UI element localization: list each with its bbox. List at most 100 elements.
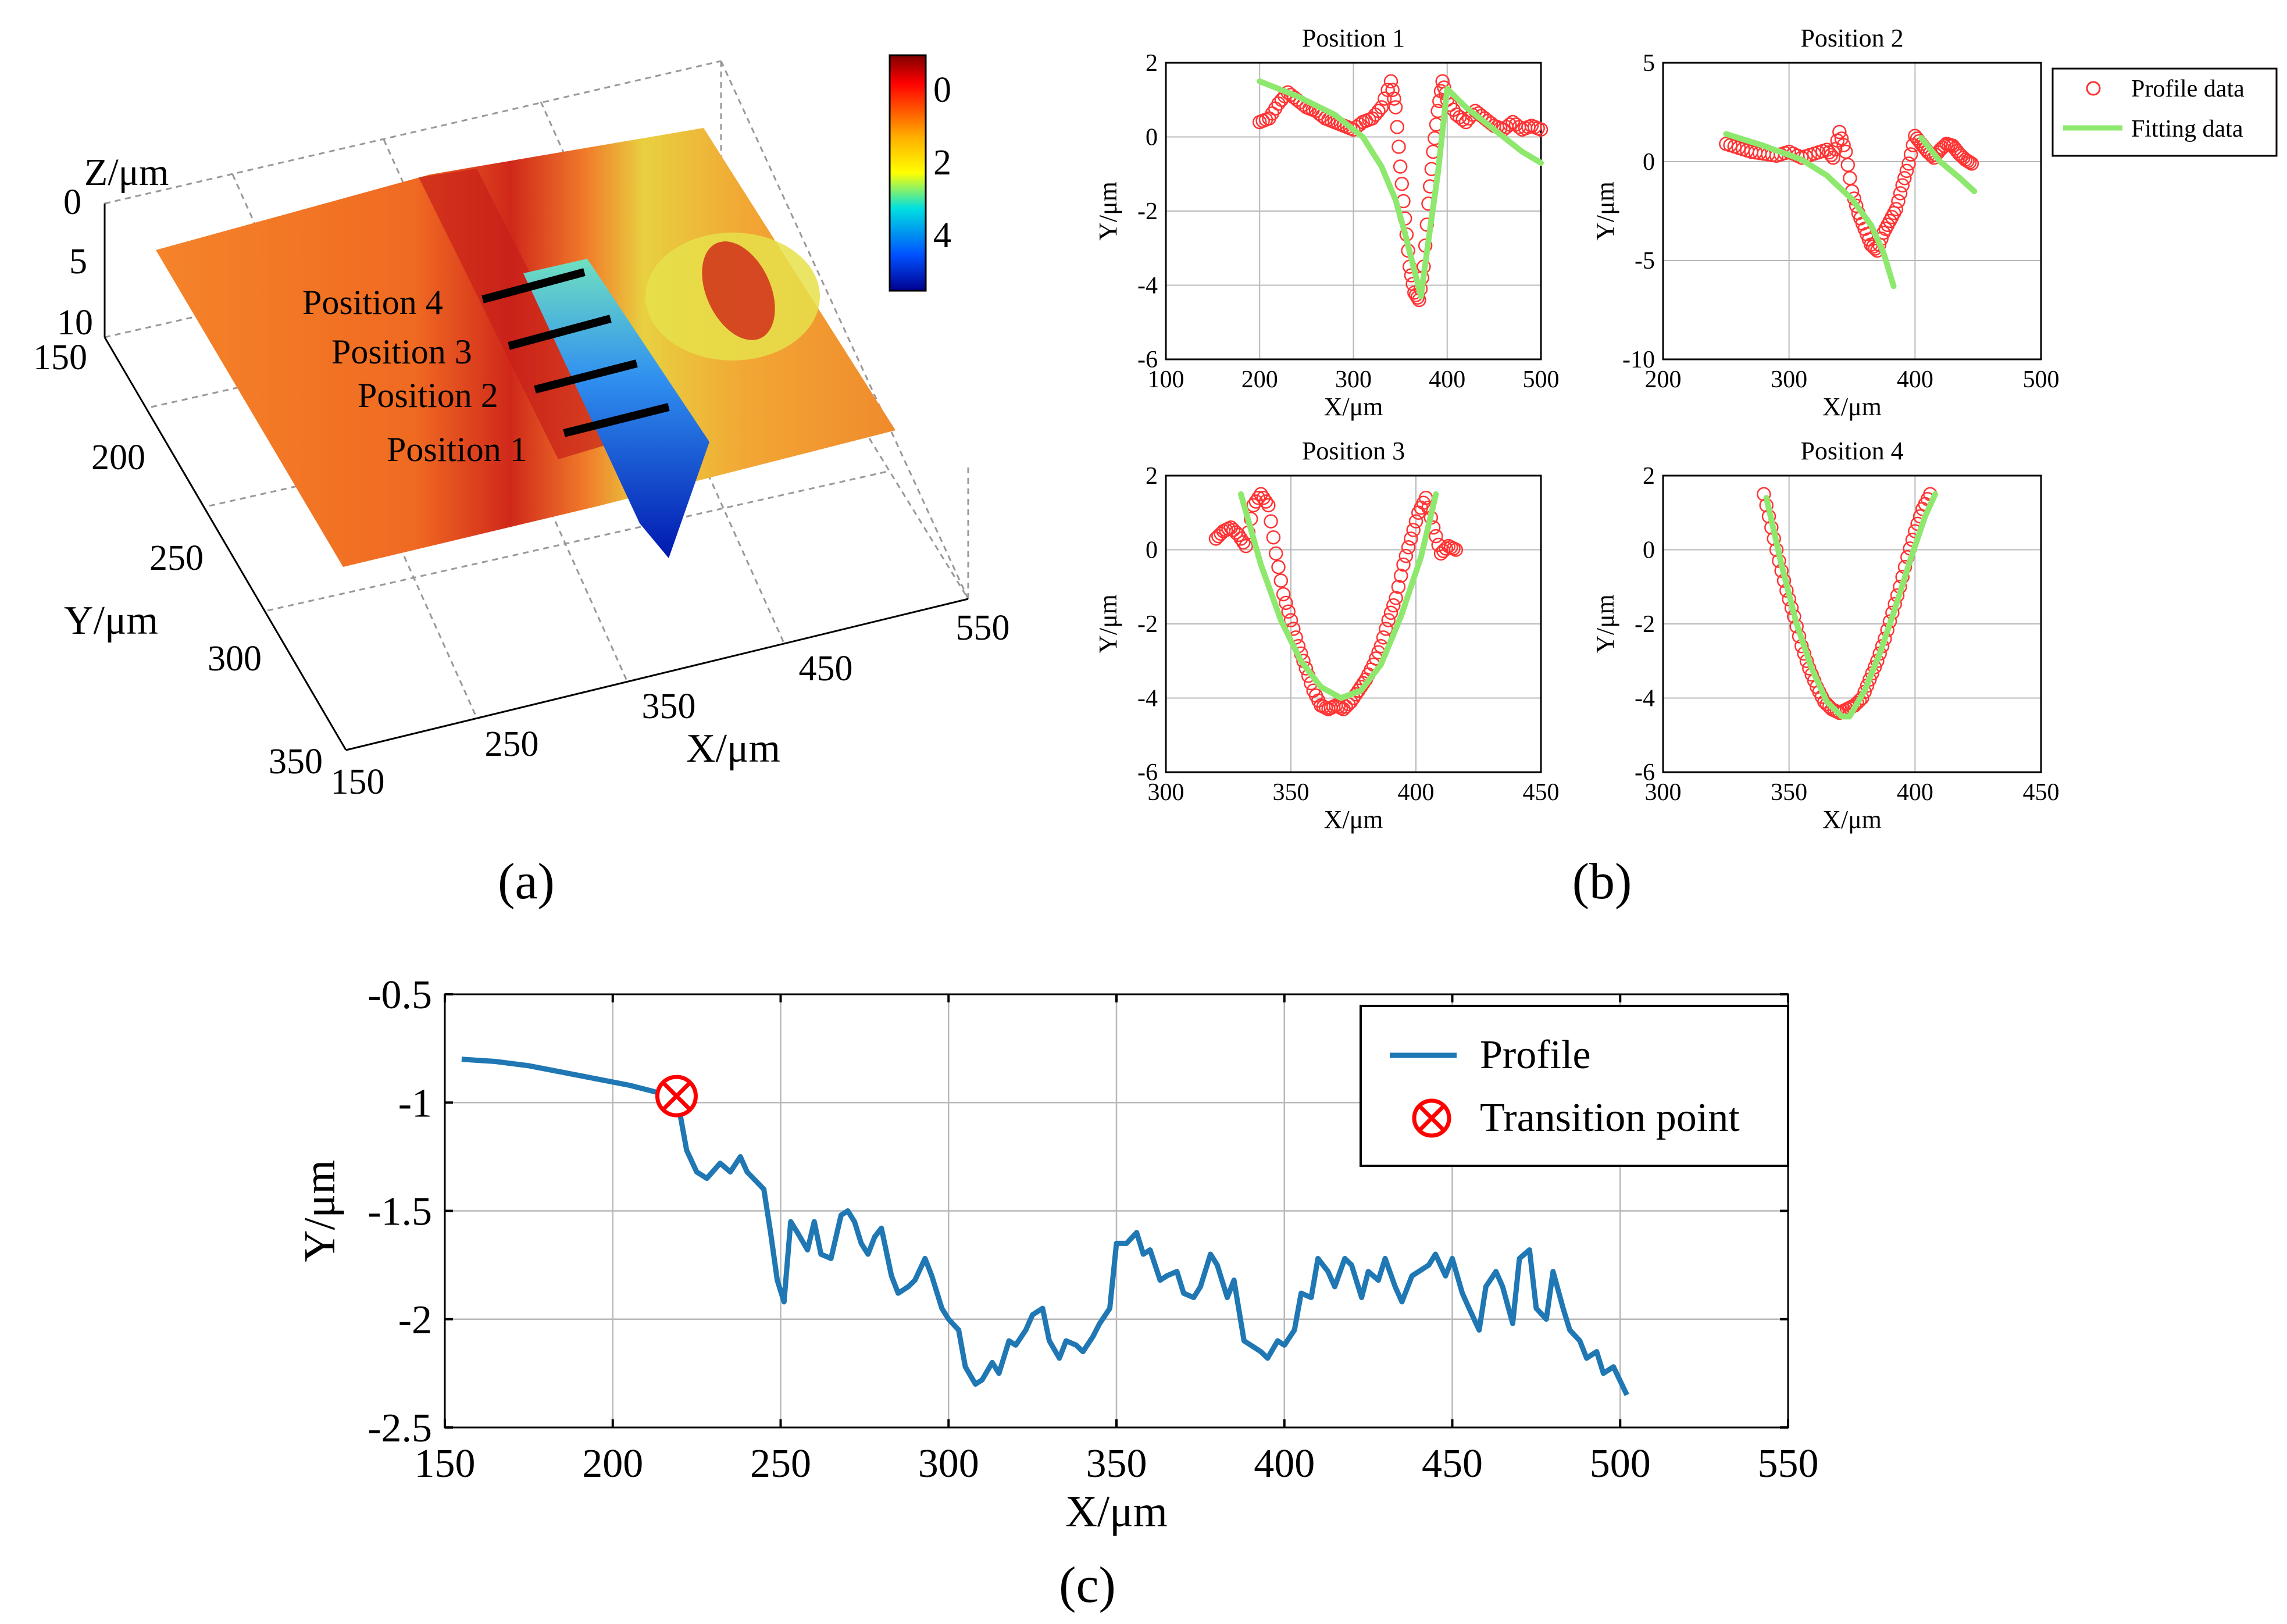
x-tick-label: 350 (1086, 1441, 1147, 1486)
profile-data-point (1891, 194, 1906, 209)
profile-data-point (1254, 487, 1268, 502)
position-line-4 (481, 268, 586, 304)
profile-data-point (1840, 158, 1856, 172)
profile-data-point (1271, 560, 1286, 574)
profile-data-point (1386, 598, 1401, 613)
profile-data-point (1226, 523, 1241, 537)
y-tick-label: -0.5 (368, 973, 432, 1018)
profile-data-point (1401, 540, 1416, 555)
profile-data-point (1256, 491, 1271, 505)
x-tick-label: 500 (2023, 366, 2060, 393)
profile-data-point (1279, 595, 1293, 611)
x-tick-550: 550 (956, 608, 1010, 648)
y-tick-label: -2.5 (368, 1406, 432, 1451)
y-axis-label: Y/μm (1094, 594, 1122, 654)
x-tick-label: 300 (1771, 366, 1807, 393)
y-tick-label: 2 (1146, 50, 1158, 77)
y-tick-label: 2 (1146, 463, 1158, 490)
plot-frame (1165, 474, 1542, 773)
y-tick-label: 0 (1146, 537, 1158, 564)
profile-data-point (1448, 542, 1464, 557)
plot-frame (1662, 62, 2042, 361)
profile-data-point (1239, 538, 1253, 554)
y-tick-label: -2 (1635, 611, 1655, 638)
plot-position-4: 300 350 400 450 2 0 -2 -4 -6 Position 4 X/μm Y/μm (1591, 437, 2060, 834)
plot-title: Position 1 (1302, 24, 1405, 52)
profile-data-point (1398, 548, 1414, 563)
profile-data-point (1393, 568, 1408, 583)
profile-data-point (1261, 498, 1276, 513)
surface-ridge (419, 169, 616, 459)
y-axis-label: Y/μm (1591, 594, 1619, 654)
z-tick-10: 10 (57, 303, 93, 342)
x-axis-label: X/μm (1324, 805, 1383, 834)
plot-title: Position 2 (1800, 24, 1903, 52)
x-tick-label: 500 (1523, 366, 1560, 393)
x-tick-label: 350 (1273, 779, 1310, 806)
profile-data-point (1391, 580, 1406, 594)
legend-c-transition-label: Transition point (1480, 1095, 1740, 1140)
panel-a-surface-3d: Position 4 Position 3 Position 2 Positio… (33, 54, 1010, 910)
y-tick-label: -4 (1137, 686, 1158, 712)
position-lines (481, 268, 670, 437)
profile-data-point (1392, 140, 1406, 154)
profile-data-point (1379, 622, 1393, 636)
plot-frame (1662, 474, 2042, 773)
surface-dark-spot (702, 241, 775, 340)
plot-position-2: 200 300 400 500 5 0 -5 -10 Position 2 X/μm Y/μm (1591, 24, 2060, 421)
profile-data-point (1903, 147, 1918, 162)
transition-point-marker (655, 1075, 698, 1118)
position-3-label: Position 3 (331, 333, 472, 371)
x-tick-label: 150 (415, 1441, 476, 1486)
plot-position-3: 300 350 400 450 2 0 -2 -4 -6 Position 3 X/μm Y/μm (1094, 437, 1560, 834)
profile-data-point (1960, 154, 1975, 169)
x-tick-label: 200 (1645, 366, 1682, 393)
profile-data-point (1406, 523, 1421, 537)
profile-data-point (1533, 122, 1549, 137)
profile-data-point (1893, 186, 1908, 201)
y-tick-label: -1.5 (368, 1190, 432, 1234)
colorbar-tick-4: 4 (933, 216, 951, 255)
y-tick-200: 200 (91, 438, 145, 477)
x-tick-label: 550 (1758, 1441, 1819, 1486)
x-tick-label: 200 (582, 1441, 643, 1486)
x-tick-label: 300 (918, 1441, 979, 1486)
profile-data-point (1834, 131, 1849, 146)
profile-data-point (1850, 695, 1864, 711)
transition-point-cross (662, 1082, 691, 1111)
x-tick-label: 500 (1590, 1441, 1651, 1486)
y-tick-350: 350 (269, 742, 323, 781)
x-tick-150: 150 (331, 762, 385, 802)
y-tick-label: -2 (1137, 198, 1158, 225)
profile-data-point (1339, 699, 1353, 714)
legend-b: Profile data Fitting data (2051, 67, 2278, 157)
x-tick-label: 200 (1241, 366, 1278, 393)
profile-data-point (1429, 529, 1443, 544)
profile-data-point (1393, 159, 1408, 174)
legend-c-transition-x2 (1419, 1105, 1444, 1131)
profile-data-point (1899, 163, 1914, 179)
y-tick-250: 250 (149, 538, 204, 578)
y-tick-label: -2 (398, 1298, 432, 1343)
panel-label-c: (c) (1059, 1557, 1116, 1614)
profile-data-point (1266, 530, 1281, 545)
profile-data-point (1390, 120, 1404, 134)
y-tick-label: 0 (1643, 149, 1655, 176)
colorbar-tick-2: 2 (933, 143, 951, 183)
z-axis-label: Z/μm (84, 151, 169, 194)
profile-data-point (1383, 605, 1398, 620)
z-tick-0: 0 (63, 183, 81, 222)
profile-data-point (1828, 142, 1843, 156)
x-tick-label: 400 (1398, 779, 1435, 806)
x-tick-label: 450 (1523, 779, 1560, 806)
panel-label-a: (a) (498, 854, 555, 910)
y-axis-label: Y/μm (1591, 181, 1619, 241)
x-axis-label: X/μm (1822, 392, 1882, 421)
profile-data-point (1248, 494, 1264, 509)
fitting-curve (1257, 78, 1424, 299)
profile-data-point (1281, 604, 1296, 619)
x-tick-label: 100 (1148, 366, 1184, 393)
box-axes (104, 204, 969, 751)
profile-data-point (1389, 591, 1403, 605)
profile-data-point (1826, 150, 1840, 165)
